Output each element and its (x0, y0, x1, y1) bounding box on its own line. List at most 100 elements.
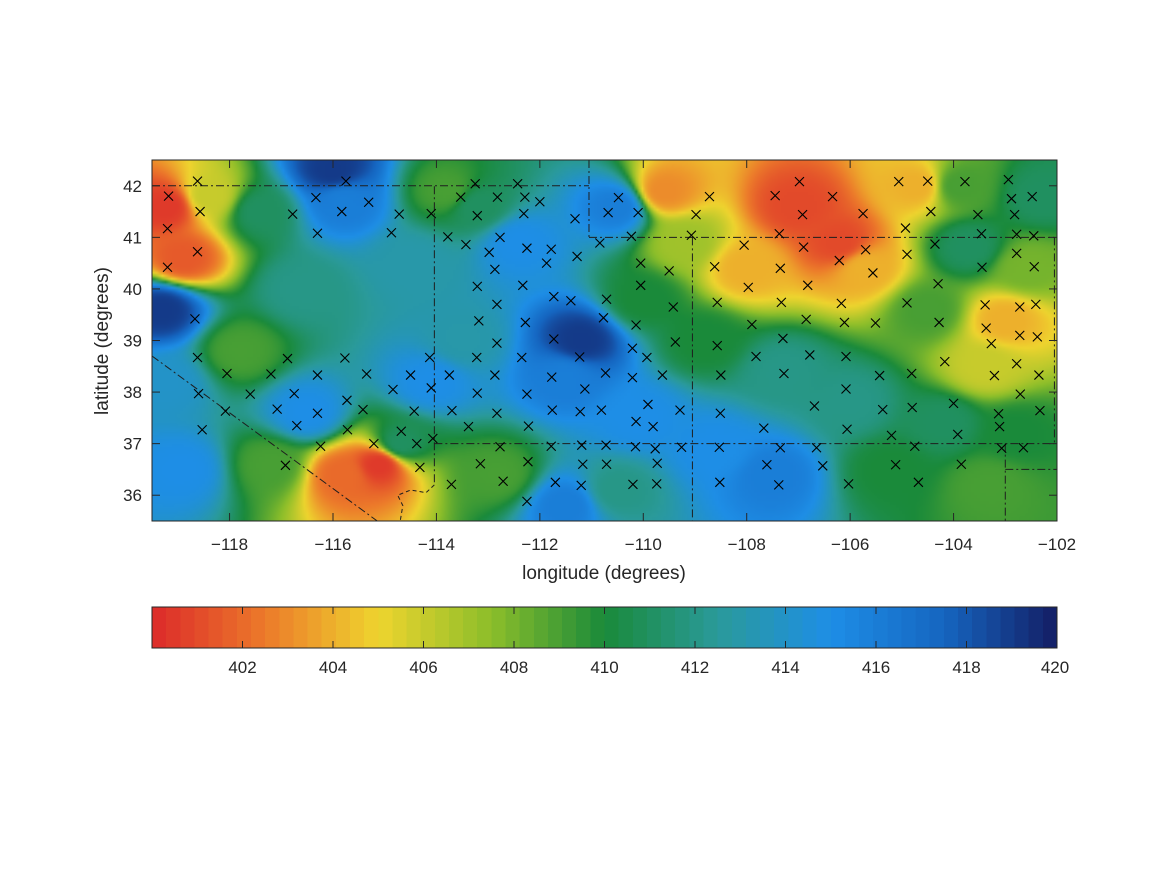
station-marker (909, 441, 920, 452)
station-marker (192, 246, 203, 257)
station-marker (651, 478, 662, 489)
station-marker (572, 251, 582, 262)
station-marker (601, 294, 612, 305)
station-marker (668, 302, 679, 312)
station-marker (804, 350, 815, 360)
x-tick-label: −102 (1038, 535, 1076, 554)
station-marker (1014, 302, 1025, 312)
station-marker (222, 368, 232, 379)
station-marker (773, 480, 784, 490)
station-marker (1028, 230, 1039, 241)
station-marker (523, 456, 533, 467)
y-tick-label: 39 (123, 332, 142, 351)
station-marker (635, 258, 646, 269)
station-marker (471, 352, 482, 363)
station-marker (520, 317, 531, 328)
station-marker (1014, 330, 1025, 341)
station-marker (648, 421, 658, 432)
station-marker (522, 496, 532, 507)
station-marker (312, 370, 323, 380)
station-marker (913, 477, 924, 488)
station-marker (794, 176, 805, 187)
station-marker (363, 197, 374, 208)
station-marker (601, 440, 611, 451)
x-axis-label: longitude (degrees) (522, 563, 686, 584)
station-marker (994, 421, 1005, 432)
station-marker (470, 178, 481, 189)
station-marker (492, 408, 502, 419)
station-marker (484, 247, 495, 258)
station-marker (388, 384, 398, 395)
station-marker (576, 440, 587, 451)
y-tick-label: 38 (123, 383, 142, 402)
station-marker (817, 460, 828, 471)
station-marker (1030, 299, 1041, 310)
colorbar-tick-label: 414 (771, 658, 799, 677)
station-marker (981, 323, 992, 334)
station-marker (635, 280, 646, 291)
station-marker (1035, 405, 1045, 416)
station-marker (956, 459, 967, 470)
station-marker (980, 300, 991, 310)
station-marker (839, 317, 850, 328)
station-marker (802, 280, 813, 291)
station-marker (516, 352, 527, 363)
station-marker (939, 356, 950, 367)
station-marker (522, 243, 532, 254)
station-marker (797, 209, 808, 220)
station-marker (770, 190, 781, 201)
station-marker (858, 208, 868, 219)
station-marker (972, 209, 983, 220)
station-marker (519, 192, 530, 203)
station-marker (986, 338, 997, 349)
station-marker (192, 176, 203, 187)
station-marker (523, 421, 534, 431)
station-marker (798, 242, 809, 253)
y-tick-label: 36 (123, 486, 142, 505)
station-marker (922, 176, 933, 187)
station-marker (650, 443, 661, 454)
station-marker (444, 370, 455, 380)
station-marker (546, 372, 557, 383)
station-marker (601, 459, 612, 470)
station-marker (686, 230, 697, 241)
station-marker (630, 441, 641, 452)
map-plot-area (151, 159, 1058, 522)
station-marker (996, 443, 1007, 454)
station-marker (594, 238, 605, 248)
station-marker (512, 178, 523, 189)
station-marker (336, 206, 347, 217)
station-marker (691, 209, 701, 220)
station-marker (930, 239, 940, 249)
y-tick-label: 41 (123, 228, 142, 247)
station-marker (495, 441, 505, 452)
station-marker (890, 459, 901, 470)
station-marker (312, 228, 323, 239)
station-marker (197, 424, 208, 435)
station-marker (565, 295, 576, 306)
station-marker (628, 479, 638, 490)
station-marker (746, 319, 757, 330)
colorbar-tick-label: 410 (590, 658, 618, 677)
station-marker (836, 298, 847, 309)
station-marker (715, 408, 726, 419)
station-marker (709, 261, 720, 272)
station-marker (473, 316, 484, 326)
station-marker (342, 395, 352, 406)
station-marker (1009, 209, 1020, 220)
station-marker (1027, 191, 1038, 202)
station-marker (472, 210, 483, 221)
station-marker (714, 442, 725, 453)
y-axis-label: latitude (degrees) (92, 267, 113, 415)
station-marker (993, 408, 1004, 419)
station-marker (577, 459, 588, 470)
station-marker (761, 459, 772, 470)
y-tick-label: 42 (123, 177, 142, 196)
station-marker (368, 438, 379, 449)
station-marker (541, 258, 552, 269)
station-marker (1011, 358, 1022, 369)
station-marker (1015, 389, 1026, 400)
station-marker (396, 426, 407, 437)
station-marker (220, 406, 231, 417)
station-marker (522, 389, 532, 400)
